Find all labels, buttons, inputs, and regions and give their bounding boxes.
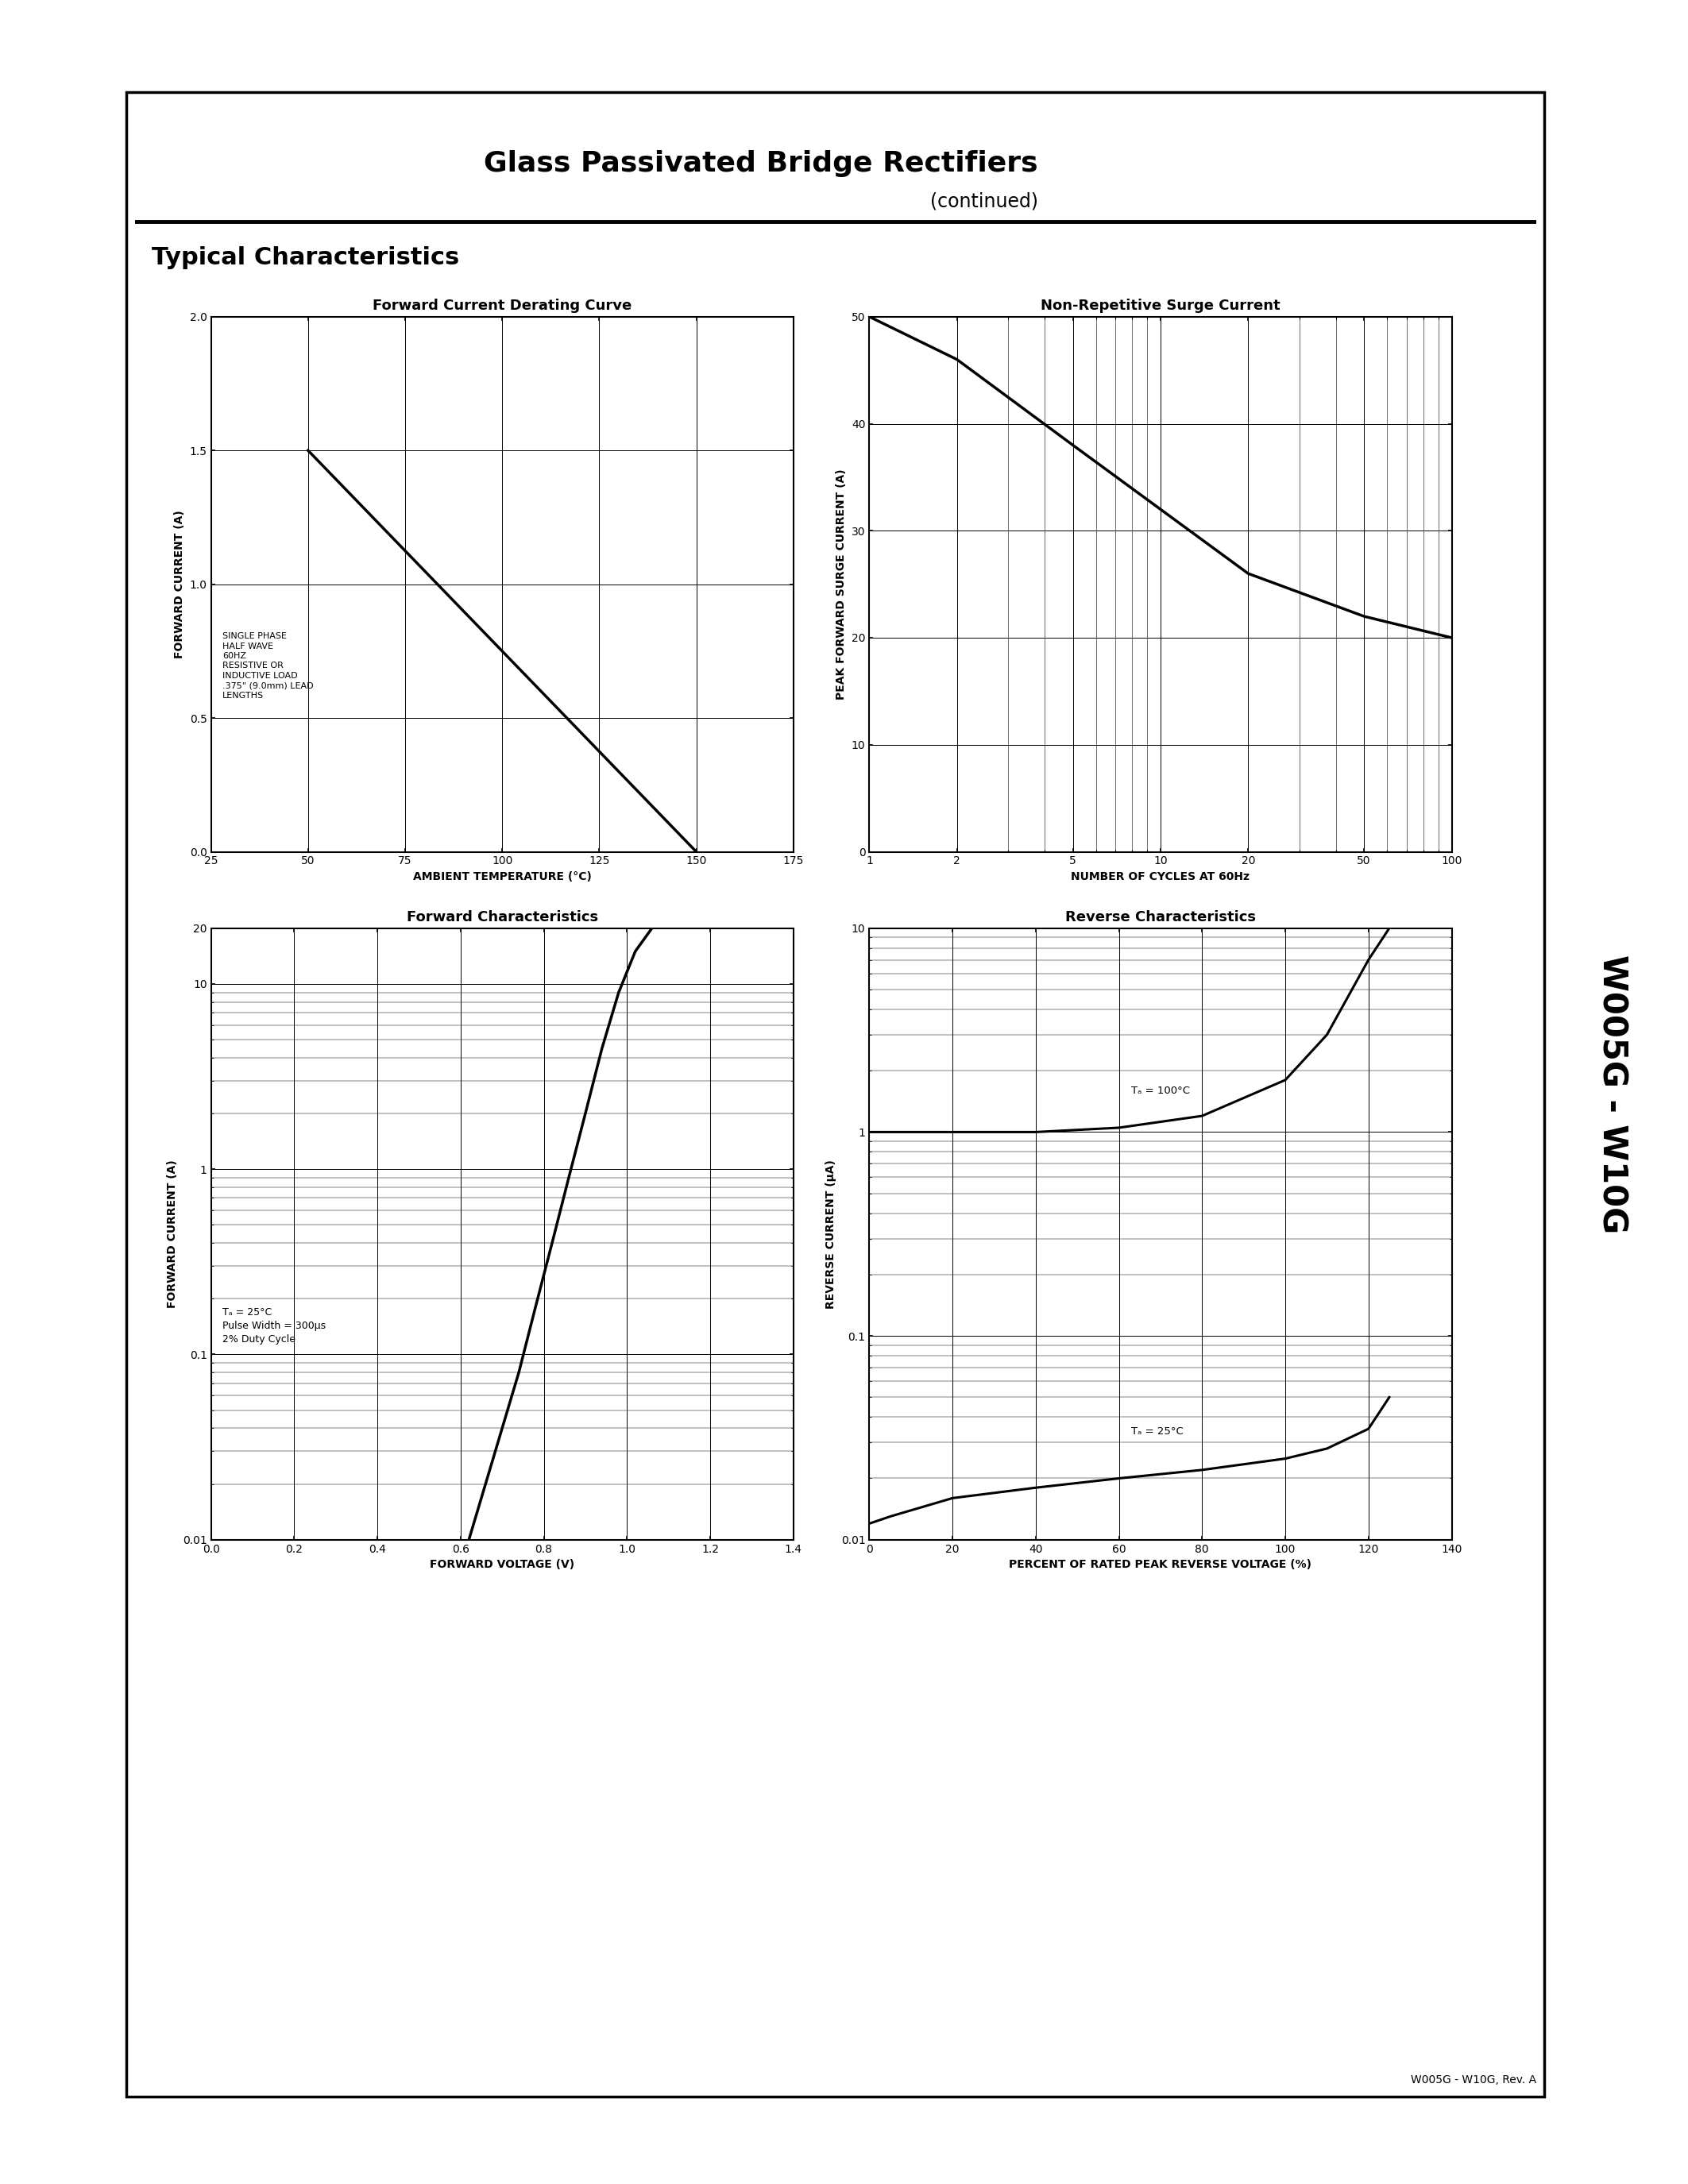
X-axis label: PERCENT OF RATED PEAK REVERSE VOLTAGE (%): PERCENT OF RATED PEAK REVERSE VOLTAGE (%… [1009, 1559, 1312, 1570]
Y-axis label: REVERSE CURRENT (μA): REVERSE CURRENT (μA) [825, 1160, 837, 1308]
Title: Forward Characteristics: Forward Characteristics [407, 911, 598, 924]
Text: Tₐ = 100°C: Tₐ = 100°C [1131, 1085, 1190, 1096]
X-axis label: NUMBER OF CYCLES AT 60Hz: NUMBER OF CYCLES AT 60Hz [1072, 871, 1249, 882]
Text: SINGLE PHASE
HALF WAVE
60HZ
RESISTIVE OR
INDUCTIVE LOAD
.375" (9.0mm) LEAD
LENGT: SINGLE PHASE HALF WAVE 60HZ RESISTIVE OR… [223, 633, 314, 699]
Title: Forward Current Derating Curve: Forward Current Derating Curve [373, 299, 631, 312]
Text: Typical Characteristics: Typical Characteristics [152, 247, 459, 269]
Text: (continued): (continued) [930, 192, 1038, 210]
Text: W005G - W10G, Rev. A: W005G - W10G, Rev. A [1411, 2075, 1536, 2086]
Text: Tₐ = 25°C: Tₐ = 25°C [1131, 1426, 1183, 1437]
Text: W005G - W10G: W005G - W10G [1595, 954, 1629, 1234]
Title: Non-Repetitive Surge Current: Non-Repetitive Surge Current [1041, 299, 1280, 312]
Text: Tₐ = 25°C
Pulse Width = 300μs
2% Duty Cycle: Tₐ = 25°C Pulse Width = 300μs 2% Duty Cy… [223, 1308, 326, 1345]
X-axis label: FORWARD VOLTAGE (V): FORWARD VOLTAGE (V) [430, 1559, 574, 1570]
Y-axis label: FORWARD CURRENT (A): FORWARD CURRENT (A) [174, 511, 186, 657]
Title: Reverse Characteristics: Reverse Characteristics [1065, 911, 1256, 924]
X-axis label: AMBIENT TEMPERATURE (°C): AMBIENT TEMPERATURE (°C) [414, 871, 591, 882]
Y-axis label: FORWARD CURRENT (A): FORWARD CURRENT (A) [167, 1160, 179, 1308]
Text: Glass Passivated Bridge Rectifiers: Glass Passivated Bridge Rectifiers [484, 151, 1038, 177]
Y-axis label: PEAK FORWARD SURGE CURRENT (A): PEAK FORWARD SURGE CURRENT (A) [836, 470, 847, 699]
